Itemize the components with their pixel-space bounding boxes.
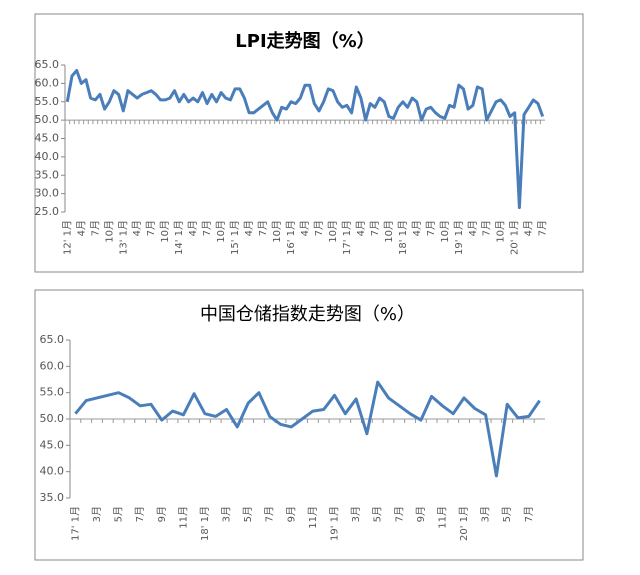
x-tick-label: 4月 (75, 220, 87, 236)
x-tick-label: 3月 (480, 506, 492, 522)
x-tick-label: 4月 (299, 220, 311, 236)
x-tick-label: 7月 (425, 220, 437, 236)
x-tick-label: 7月 (393, 506, 405, 522)
x-tick-label: 16' 1月 (285, 220, 297, 255)
x-tick-label: 4月 (131, 220, 143, 236)
x-tick-label: 20' 1月 (458, 506, 470, 541)
x-tick-label: 11月 (177, 506, 189, 529)
x-tick-label: 15' 1月 (229, 220, 241, 255)
x-tick-label: 3月 (221, 506, 233, 522)
x-tick-label: 7月 (481, 220, 493, 236)
x-tick-label: 9月 (285, 506, 297, 522)
y-tick-label: 25.0 (35, 205, 60, 218)
x-tick-label: 9月 (156, 506, 168, 522)
y-tick-label: 55.0 (35, 95, 60, 108)
x-tick-label: 7月 (145, 220, 157, 236)
y-tick-label: 35.0 (35, 168, 60, 181)
x-tick-label: 12' 1月 (61, 220, 73, 255)
x-tick-label: 10月 (495, 220, 507, 243)
x-tick-label: 10月 (271, 220, 283, 243)
x-tick-label: 10月 (159, 220, 171, 243)
y-tick-label: 35.0 (40, 491, 65, 504)
y-tick-label: 60.0 (40, 359, 65, 372)
x-tick-label: 7月 (134, 506, 146, 522)
x-tick-label: 3月 (350, 506, 362, 522)
x-tick-label: 13' 1月 (117, 220, 129, 255)
y-tick-label: 60.0 (35, 76, 60, 89)
y-tick-label: 55.0 (40, 386, 65, 399)
x-tick-label: 4月 (523, 220, 535, 236)
x-tick-label: 3月 (91, 506, 103, 522)
x-tick-label: 7月 (537, 220, 549, 236)
x-tick-label: 4月 (355, 220, 367, 236)
y-tick-label: 50.0 (35, 113, 60, 126)
x-tick-label: 10月 (215, 220, 227, 243)
x-tick-label: 7月 (257, 220, 269, 236)
x-tick-label: 10月 (383, 220, 395, 243)
x-tick-label: 4月 (243, 220, 255, 236)
chart-title: LPI走势图（%） (235, 30, 374, 52)
x-tick-label: 17' 1月 (341, 220, 353, 255)
x-tick-label: 14' 1月 (173, 220, 185, 255)
x-tick-label: 10月 (103, 220, 115, 243)
y-tick-label: 30.0 (35, 187, 60, 200)
x-tick-label: 4月 (411, 220, 423, 236)
y-tick-label: 65.0 (40, 333, 65, 346)
x-tick-label: 19' 1月 (453, 220, 465, 255)
x-tick-label: 17' 1月 (69, 506, 81, 541)
x-tick-label: 11月 (436, 506, 448, 529)
chart-frame (34, 13, 584, 273)
x-tick-label: 7月 (369, 220, 381, 236)
x-tick-label: 10月 (439, 220, 451, 243)
x-tick-label: 4月 (187, 220, 199, 236)
line-series (74, 380, 541, 478)
x-tick-label: 9月 (415, 506, 427, 522)
x-tick-label: 5月 (113, 506, 125, 522)
y-tick-label: 45.0 (40, 438, 65, 451)
y-tick-label: 50.0 (40, 412, 65, 425)
x-tick-label: 5月 (242, 506, 254, 522)
chart-title: 中国仓储指数走势图（%） (200, 304, 415, 325)
x-tick-label: 7月 (313, 220, 325, 236)
y-tick-label: 40.0 (35, 150, 60, 163)
chart-frame (34, 289, 584, 561)
x-tick-label: 20' 1月 (509, 220, 521, 255)
x-tick-label: 11月 (307, 506, 319, 529)
x-tick-label: 7月 (264, 506, 276, 522)
x-tick-label: 5月 (501, 506, 513, 522)
x-tick-label: 18' 1月 (397, 220, 409, 255)
x-tick-label: 4月 (467, 220, 479, 236)
x-tick-label: 7月 (523, 506, 535, 522)
y-tick-label: 65.0 (35, 58, 60, 71)
y-tick-label: 40.0 (40, 465, 65, 478)
x-tick-label: 7月 (201, 220, 213, 236)
x-tick-label: 19' 1月 (328, 506, 340, 541)
x-tick-label: 10月 (327, 220, 339, 243)
x-tick-label: 18' 1月 (199, 506, 211, 541)
x-tick-label: 5月 (372, 506, 384, 522)
y-tick-label: 45.0 (35, 132, 60, 145)
line-series (65, 69, 545, 210)
x-tick-label: 7月 (89, 220, 101, 236)
